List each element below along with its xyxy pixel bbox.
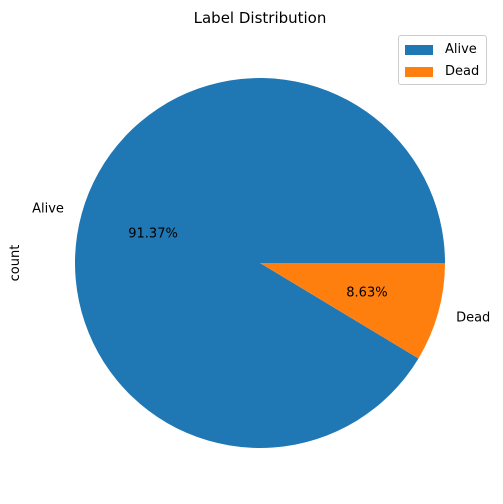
pie-category-label-dead: Dead bbox=[456, 310, 490, 325]
chart-title: Label Distribution bbox=[194, 9, 327, 27]
legend-label-alive: Alive bbox=[445, 42, 477, 57]
pie-percent-label-dead: 8.63% bbox=[346, 286, 387, 301]
pie-slice-dead bbox=[260, 263, 445, 359]
legend: Alive Dead bbox=[398, 35, 487, 85]
legend-label-dead: Dead bbox=[445, 64, 480, 79]
pie-percent-label-alive: 91.37% bbox=[128, 226, 178, 241]
legend-swatch-alive bbox=[405, 45, 433, 55]
pie-slices bbox=[75, 77, 445, 448]
y-axis-label: count bbox=[8, 245, 23, 282]
pie-category-label-alive: Alive bbox=[32, 202, 64, 217]
legend-swatch-dead bbox=[405, 67, 433, 77]
pie-labels: Alive 91.37% Dead 8.63% bbox=[32, 202, 490, 326]
pie-slice-alive bbox=[75, 77, 445, 448]
